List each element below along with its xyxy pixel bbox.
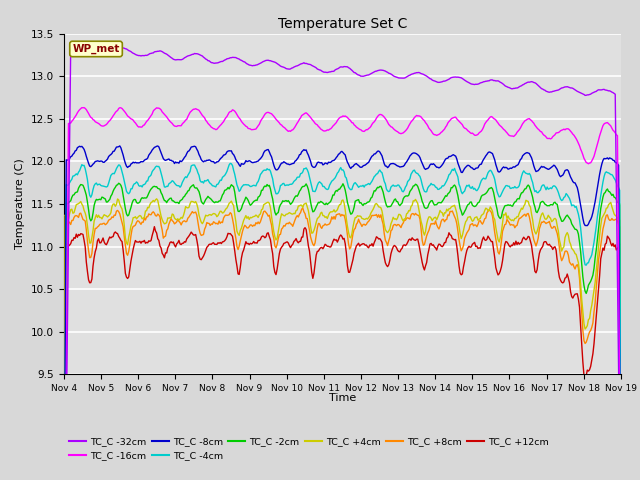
TC_C +12cm — [393, 245, 401, 251]
TC_C +4cm — [393, 217, 401, 223]
TC_C -32cm — [326, 69, 333, 75]
TC_C -4cm — [393, 183, 401, 189]
Legend: TC_C -32cm, TC_C -16cm, TC_C -8cm, TC_C -4cm, TC_C -2cm, TC_C +4cm, TC_C +8cm, T: TC_C -32cm, TC_C -16cm, TC_C -8cm, TC_C … — [65, 433, 553, 464]
Line: TC_C +8cm: TC_C +8cm — [64, 208, 621, 480]
TC_C -16cm — [80, 105, 88, 110]
TC_C -8cm — [605, 156, 612, 162]
TC_C +8cm — [362, 221, 370, 227]
TC_C +12cm — [362, 242, 370, 248]
TC_C -32cm — [518, 83, 525, 89]
TC_C -32cm — [362, 72, 370, 78]
TC_C -16cm — [326, 126, 333, 132]
Line: TC_C -8cm: TC_C -8cm — [64, 146, 621, 480]
TC_C -2cm — [605, 189, 612, 194]
TC_C -8cm — [518, 156, 525, 161]
X-axis label: Time: Time — [329, 393, 356, 403]
TC_C -2cm — [393, 199, 401, 204]
TC_C -16cm — [329, 123, 337, 129]
TC_C -16cm — [518, 123, 525, 129]
TC_C -8cm — [116, 143, 124, 149]
TC_C +8cm — [329, 216, 337, 222]
Line: TC_C -2cm: TC_C -2cm — [64, 183, 621, 480]
TC_C -2cm — [362, 201, 370, 206]
TC_C -4cm — [329, 178, 337, 183]
TC_C -8cm — [393, 163, 401, 168]
Title: Temperature Set C: Temperature Set C — [278, 17, 407, 31]
TC_C -32cm — [329, 69, 337, 74]
TC_C -16cm — [605, 121, 612, 127]
TC_C -4cm — [605, 170, 612, 176]
TC_C -2cm — [617, 446, 625, 452]
TC_C -2cm — [518, 190, 525, 196]
Line: TC_C -32cm: TC_C -32cm — [64, 46, 621, 480]
TC_C +12cm — [605, 235, 612, 240]
TC_C +8cm — [393, 223, 401, 228]
TC_C -32cm — [393, 74, 401, 80]
TC_C +4cm — [518, 205, 525, 211]
TC_C +4cm — [605, 202, 612, 207]
TC_C +8cm — [299, 205, 307, 211]
Line: TC_C +4cm: TC_C +4cm — [64, 199, 621, 480]
TC_C -32cm — [605, 88, 612, 94]
TC_C +4cm — [153, 196, 161, 202]
TC_C +8cm — [518, 214, 525, 220]
Line: TC_C -16cm: TC_C -16cm — [64, 108, 621, 480]
TC_C +12cm — [518, 240, 525, 245]
TC_C -16cm — [393, 128, 401, 134]
TC_C +12cm — [150, 224, 158, 229]
TC_C +8cm — [605, 216, 612, 222]
TC_C -4cm — [326, 182, 333, 188]
Line: TC_C +12cm: TC_C +12cm — [64, 227, 621, 480]
TC_C -4cm — [362, 182, 370, 188]
TC_C -8cm — [329, 158, 337, 164]
TC_C +12cm — [329, 239, 337, 244]
Text: WP_met: WP_met — [72, 44, 120, 54]
Y-axis label: Temperature (C): Temperature (C) — [15, 158, 26, 250]
TC_C +4cm — [326, 210, 333, 216]
TC_C +4cm — [329, 209, 337, 215]
TC_C +8cm — [326, 221, 333, 227]
TC_C -2cm — [115, 180, 122, 186]
TC_C -8cm — [326, 159, 333, 165]
TC_C +4cm — [362, 216, 370, 221]
Line: TC_C -4cm: TC_C -4cm — [64, 163, 621, 480]
TC_C -4cm — [227, 160, 234, 166]
TC_C -16cm — [362, 127, 370, 132]
TC_C -32cm — [79, 43, 87, 48]
TC_C -4cm — [518, 173, 525, 179]
TC_C -2cm — [326, 200, 333, 205]
TC_C +12cm — [326, 244, 333, 250]
TC_C -8cm — [362, 161, 370, 167]
TC_C -4cm — [617, 437, 625, 443]
TC_C -2cm — [329, 192, 337, 198]
